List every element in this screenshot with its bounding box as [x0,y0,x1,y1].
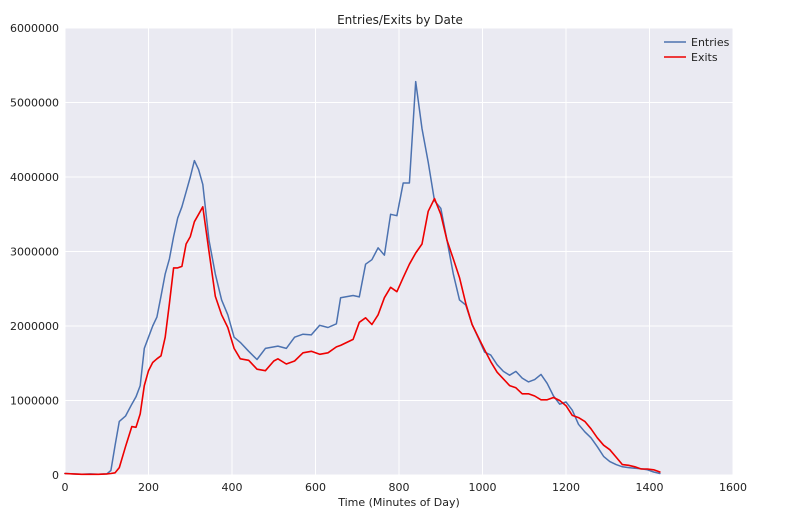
x-tick-label: 1600 [719,481,747,494]
y-tick-label: 5000000 [10,97,59,110]
legend-label-exits: Exits [691,51,718,64]
y-tick-label: 4000000 [10,171,59,184]
grid-lines [64,27,734,476]
legend-label-entries: Entries [691,36,730,49]
x-tick-label: 1200 [552,481,580,494]
y-tick-label: 0 [52,469,59,482]
x-tick-label: 600 [305,481,326,494]
chart-title: Entries/Exits by Date [337,13,463,27]
x-tick-label: 400 [222,481,243,494]
y-tick-label: 3000000 [10,246,59,259]
x-tick-label: 1400 [636,481,664,494]
x-tick-label: 0 [62,481,69,494]
x-tick-label: 200 [138,481,159,494]
tick-labels: 0 200 400 600 800 1000 1200 1400 1600 0 1000000 200… [10,22,747,494]
series-line-entries [64,80,661,476]
series-lines [64,80,661,476]
series-line-exits [64,197,661,476]
y-tick-label: 6000000 [10,22,59,35]
y-tick-label: 1000000 [10,395,59,408]
y-tick-label: 2000000 [10,320,59,333]
x-axis-label: Time (Minutes of Day) [337,496,460,509]
legend: Entries Exits [664,36,730,64]
x-tick-label: 800 [389,481,410,494]
x-tick-label: 1000 [469,481,497,494]
